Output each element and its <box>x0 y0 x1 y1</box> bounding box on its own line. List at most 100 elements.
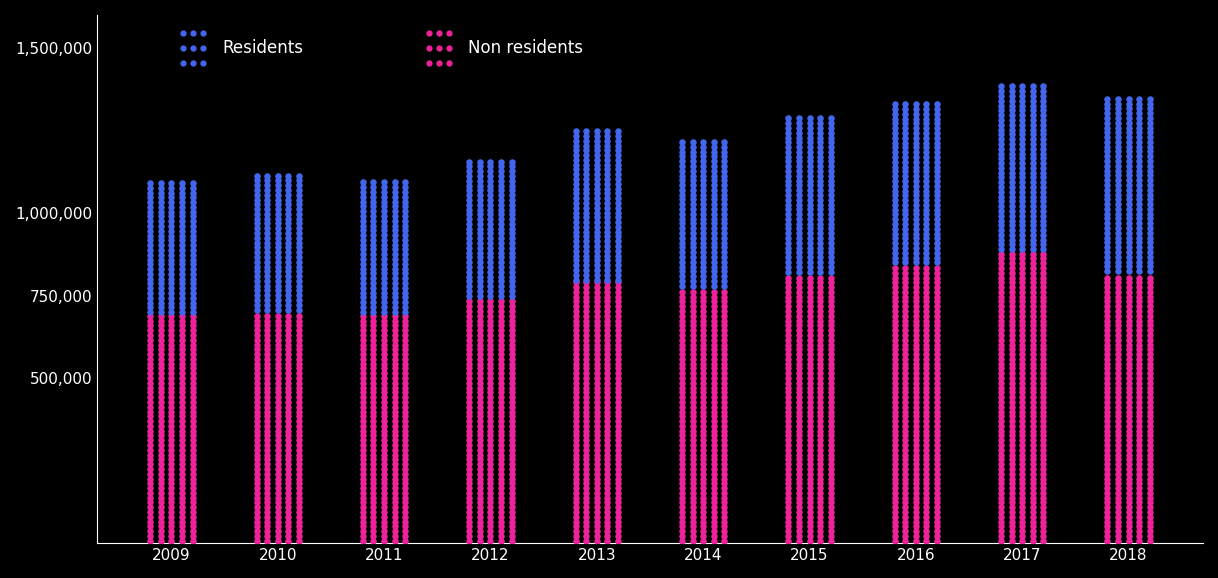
Point <box>587 203 607 212</box>
Point <box>672 257 692 266</box>
Point <box>1108 460 1128 469</box>
Point <box>1097 407 1117 416</box>
Point <box>778 469 798 479</box>
Point <box>672 474 692 483</box>
Point <box>491 383 510 392</box>
Point <box>491 474 510 483</box>
Point <box>279 257 298 266</box>
Point <box>470 234 490 243</box>
Point <box>587 335 607 344</box>
Point <box>470 253 490 262</box>
Point <box>257 321 276 330</box>
Point <box>810 143 829 152</box>
Point <box>353 178 373 187</box>
Point <box>151 245 171 254</box>
Point <box>1023 522 1043 531</box>
Point <box>502 321 521 330</box>
Point <box>566 531 586 540</box>
Point <box>927 335 946 344</box>
Point <box>459 162 479 171</box>
Point <box>608 131 627 140</box>
Point <box>576 297 596 306</box>
Point <box>491 512 510 521</box>
Point <box>1097 137 1117 146</box>
Point <box>374 392 393 402</box>
Point <box>683 407 703 416</box>
Point <box>587 287 607 297</box>
Point <box>884 469 904 479</box>
Point <box>800 262 820 272</box>
Point <box>1034 344 1054 354</box>
Point <box>906 392 926 402</box>
Point <box>906 522 926 531</box>
Point <box>576 488 596 498</box>
Point <box>1108 99 1128 108</box>
Point <box>374 254 393 264</box>
Point <box>906 412 926 421</box>
Point <box>778 474 798 483</box>
Point <box>778 205 798 214</box>
Point <box>608 287 627 297</box>
Point <box>884 283 904 292</box>
Point <box>290 276 309 286</box>
Point <box>353 531 373 540</box>
Point <box>715 195 734 204</box>
Point <box>396 298 415 307</box>
Point <box>927 157 946 166</box>
Point <box>598 373 618 383</box>
Point <box>1002 440 1022 450</box>
Point <box>884 426 904 435</box>
Point <box>1108 252 1128 261</box>
Point <box>1002 531 1022 540</box>
Point <box>151 397 171 406</box>
Point <box>247 190 267 199</box>
Point <box>598 402 618 412</box>
Point <box>1097 109 1117 118</box>
Point <box>183 221 202 231</box>
Point <box>608 507 627 517</box>
Point <box>1119 512 1139 521</box>
Point <box>810 383 829 392</box>
Point <box>884 153 904 162</box>
Point <box>821 450 840 459</box>
Point <box>1108 388 1128 397</box>
Point <box>481 181 501 190</box>
Point <box>1002 536 1022 546</box>
Point <box>1023 517 1043 526</box>
Point <box>1002 321 1022 330</box>
Point <box>917 128 937 138</box>
Point <box>810 412 829 421</box>
Point <box>693 397 713 406</box>
Point <box>693 257 713 266</box>
Point <box>991 450 1011 459</box>
Point <box>502 176 521 186</box>
Point <box>1119 392 1139 402</box>
Point <box>884 483 904 492</box>
Point <box>268 512 287 521</box>
Point <box>598 335 618 344</box>
Point <box>778 373 798 383</box>
Point <box>566 431 586 440</box>
Point <box>1034 297 1054 306</box>
Point <box>290 383 309 392</box>
Point <box>598 297 618 306</box>
Point <box>1012 129 1032 139</box>
Point <box>587 275 607 284</box>
Point <box>290 257 309 266</box>
Point <box>470 219 490 228</box>
Point <box>385 307 404 316</box>
Point <box>917 234 937 243</box>
Point <box>991 325 1011 335</box>
Point <box>608 445 627 454</box>
Point <box>810 436 829 445</box>
Point <box>1119 176 1139 185</box>
Point <box>566 141 586 150</box>
Point <box>353 364 373 373</box>
Point <box>1140 512 1160 521</box>
Point <box>1012 392 1032 402</box>
Point <box>1140 190 1160 199</box>
Point <box>1097 344 1117 354</box>
Point <box>1129 431 1149 440</box>
Point <box>1119 421 1139 431</box>
Point <box>991 412 1011 421</box>
